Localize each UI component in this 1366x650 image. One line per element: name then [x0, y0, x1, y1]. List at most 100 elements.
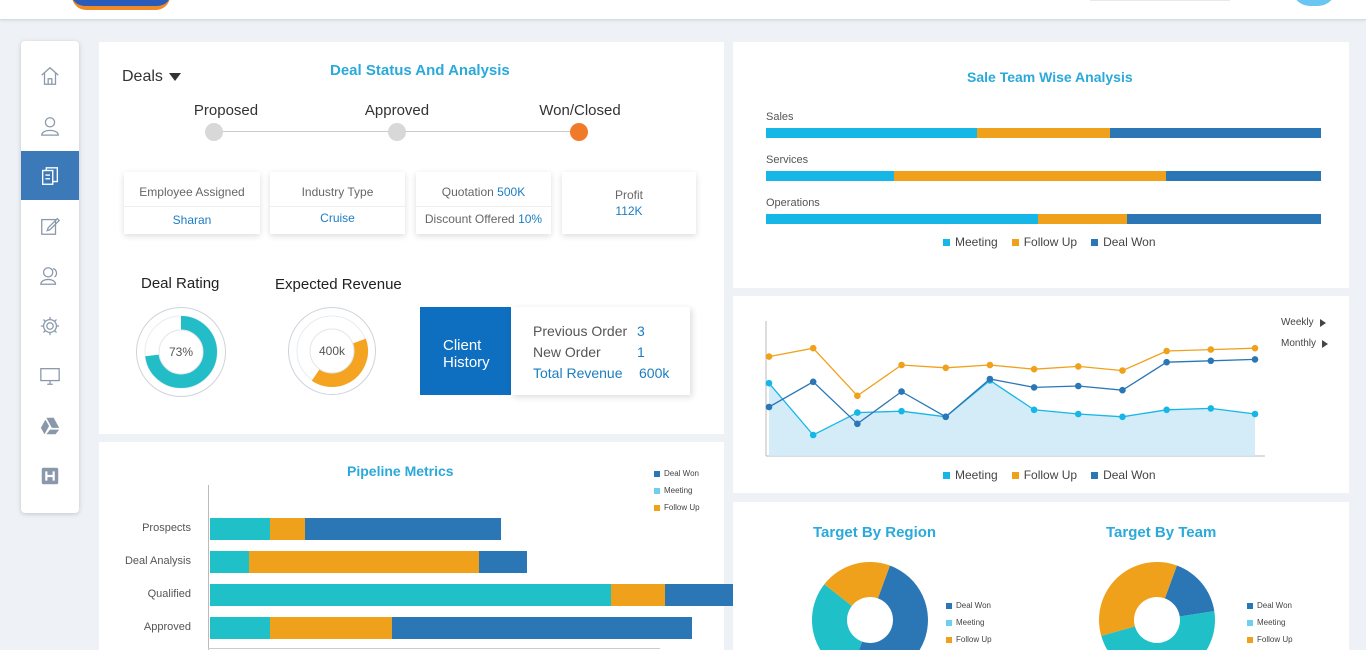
trend-legend: Meeting Follow Up Deal Won	[943, 468, 1156, 482]
sale-team-category-label: Services	[766, 154, 809, 166]
discount-label: Discount Offered	[424, 212, 515, 226]
new-order-label: New Order	[533, 344, 601, 360]
client-history-button[interactable]: Client History	[420, 307, 511, 395]
new-order-value: 1	[637, 344, 645, 360]
trend-point	[809, 344, 817, 352]
client-history-line2: History	[443, 354, 490, 371]
sale-team-title: Sale Team Wise Analysis	[967, 69, 1133, 85]
trend-point	[1207, 405, 1215, 412]
profit-label: Profit	[614, 188, 643, 202]
pipeline-bar[interactable]	[210, 584, 798, 606]
deal-status-title: Deal Status And Analysis	[330, 62, 510, 79]
pipeline-y-axis	[208, 485, 209, 650]
app-logo[interactable]	[72, 0, 170, 10]
discount-row: Discount Offered 10%	[416, 212, 551, 226]
pie-slice-follow-up[interactable]	[1099, 562, 1177, 636]
pipeline-bar-segment	[270, 617, 392, 639]
pipeline-category-label: Deal Analysis	[124, 555, 191, 567]
trend-line-follow-up	[768, 347, 1256, 397]
expected-revenue-title: Expected Revenue	[275, 276, 402, 293]
pipeline-bar-segment	[210, 617, 270, 639]
sale-team-bar-segment	[766, 214, 1038, 224]
sale-team-legend: Meeting Follow Up Deal Won	[943, 235, 1156, 249]
deal-status-panel: Deals Deal Status And Analysis Proposed …	[99, 42, 724, 434]
pie-slice-meeting[interactable]	[1101, 611, 1215, 650]
sale-team-bar[interactable]	[766, 171, 1321, 181]
sale-team-panel: Sale Team Wise Analysis Sales Services Ope…	[733, 42, 1349, 288]
sidebar-item-documents[interactable]	[21, 151, 79, 200]
weekly-label: Weekly	[1281, 317, 1314, 328]
documents-icon	[41, 166, 59, 185]
play-right-icon	[1322, 339, 1329, 348]
deal-rating-arc	[145, 316, 217, 388]
trend-point	[1163, 406, 1170, 414]
pipeline-x-axis	[208, 648, 660, 649]
pipeline-bar[interactable]	[210, 518, 501, 540]
legend-follow-up: Follow Up	[1011, 468, 1077, 482]
employee-assigned-card: Employee Assigned Sharan	[124, 172, 260, 234]
pipeline-bar[interactable]	[210, 551, 527, 573]
region-legend-meeting: Meeting	[946, 618, 992, 627]
user-icon	[41, 116, 59, 136]
sidebar-item-contacts[interactable]	[21, 251, 79, 300]
pie-slice-deal-won[interactable]	[850, 565, 928, 650]
quotation-row: Quotation 500K	[416, 185, 551, 199]
region-legend-deal-won: Deal Won	[946, 601, 992, 610]
sidebar-item-profile[interactable]	[21, 101, 79, 150]
expected-revenue-value: 400k	[319, 344, 346, 358]
pipeline-legend: Deal Won Meeting Follow Up	[654, 469, 700, 520]
total-revenue-value: 600k	[639, 365, 670, 381]
sidebar-item-settings[interactable]	[21, 301, 79, 350]
trend-point	[854, 420, 861, 428]
monthly-toggle[interactable]: Monthly	[1281, 338, 1329, 349]
sidebar-item-home[interactable]	[21, 51, 79, 100]
sale-team-bar[interactable]	[766, 128, 1321, 138]
total-revenue-label: Total Revenue	[533, 365, 623, 381]
sidebar-item-monitor[interactable]	[21, 351, 79, 400]
pipeline-legend-follow-up: Follow Up	[654, 503, 700, 512]
sale-team-bar-segment	[1110, 128, 1321, 138]
sale-team-bar-segment	[1126, 214, 1321, 224]
target-region-pie	[812, 562, 928, 650]
user-avatar[interactable]	[1292, 0, 1336, 6]
monthly-label: Monthly	[1281, 338, 1317, 349]
trend-point	[898, 361, 905, 369]
previous-order-label: Previous Order	[533, 323, 628, 339]
deals-dropdown[interactable]: Deals	[122, 68, 181, 86]
trend-point	[942, 413, 950, 421]
sidebar-item-h[interactable]	[21, 451, 79, 500]
trend-point	[1074, 382, 1082, 390]
trend-point	[765, 379, 773, 387]
team-legend-follow-up: Follow Up	[1247, 635, 1293, 644]
target-team-title: Target By Team	[1106, 524, 1217, 541]
stage-label-won-closed: Won/Closed	[539, 102, 621, 119]
sidebar-item-drive[interactable]	[21, 401, 79, 450]
stage-dot-won-closed[interactable]	[570, 123, 588, 141]
pipeline-bar[interactable]	[210, 617, 692, 639]
sale-team-bar[interactable]	[766, 214, 1321, 224]
employee-assigned-label: Employee Assigned	[139, 185, 245, 199]
pie-slice-deal-won[interactable]	[1164, 565, 1215, 617]
deal-rating-title: Deal Rating	[141, 275, 220, 292]
trend-point	[1074, 363, 1082, 370]
trend-point	[1119, 367, 1126, 374]
legend-meeting: Meeting	[943, 468, 998, 482]
trend-point	[1207, 357, 1215, 365]
expected-revenue-donut: 400k	[288, 307, 376, 395]
trend-point	[1030, 365, 1038, 373]
industry-type-value: Cruise	[320, 211, 355, 225]
pie-slice-meeting[interactable]	[812, 584, 863, 650]
discount-value: 10%	[518, 212, 543, 226]
stage-dot-approved[interactable]	[388, 123, 406, 141]
trend-panel: Weekly Monthly Meeting Follow Up Deal Wo…	[733, 296, 1349, 493]
pipeline-metrics-panel: Pipeline Metrics Deal Won Meeting Follow…	[99, 442, 798, 650]
weekly-toggle[interactable]: Weekly	[1281, 317, 1326, 328]
top-search-field[interactable]	[1090, 0, 1230, 1]
sidebar-item-edit[interactable]	[21, 201, 79, 250]
stage-dot-proposed[interactable]	[205, 123, 223, 141]
pipeline-category-label: Approved	[143, 621, 191, 633]
trend-point	[809, 431, 817, 439]
pie-slice-follow-up[interactable]	[824, 562, 890, 606]
trend-point	[1251, 410, 1259, 418]
play-right-icon	[1319, 318, 1326, 327]
